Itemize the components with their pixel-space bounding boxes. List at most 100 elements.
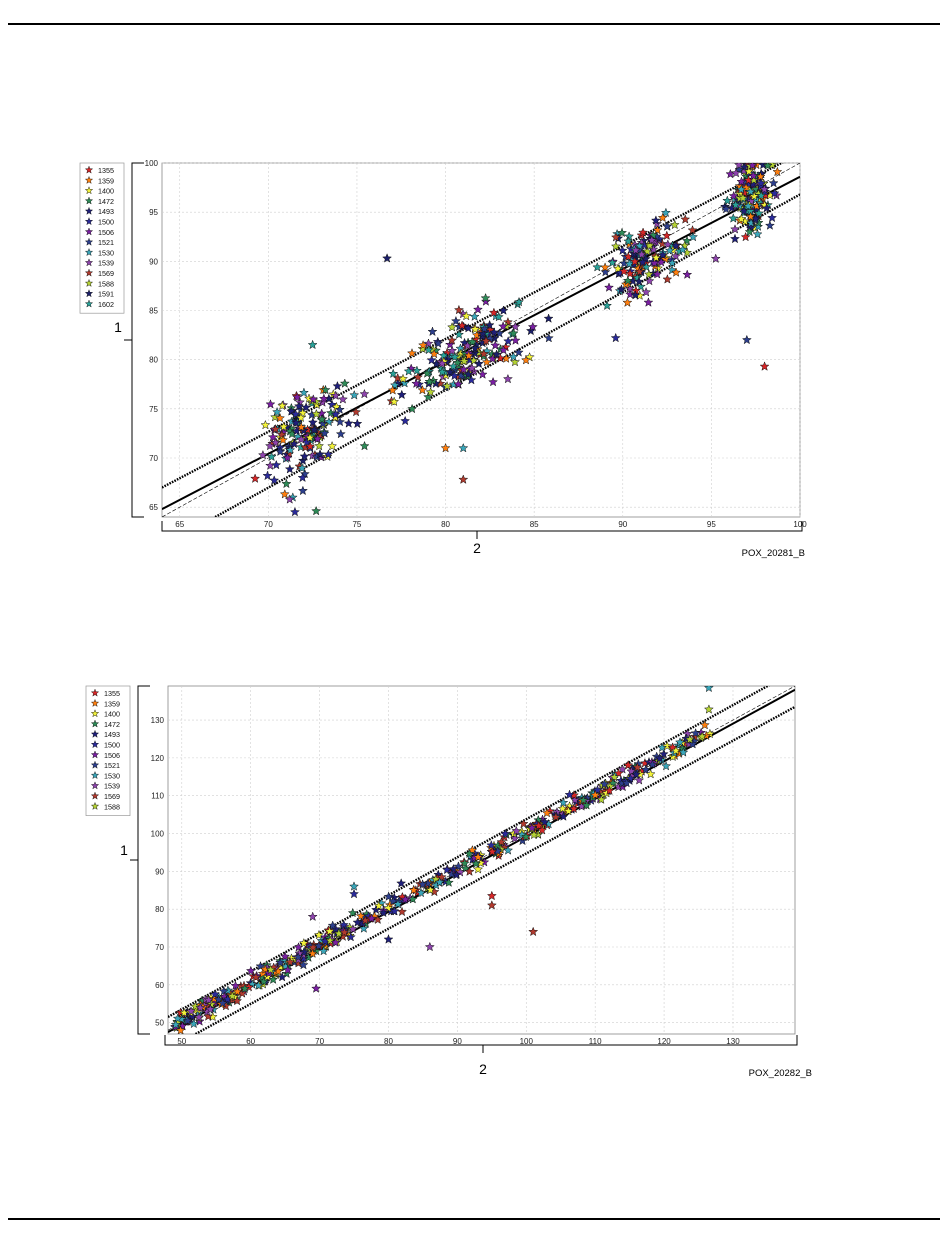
data-point [488, 327, 500, 337]
data-point [461, 310, 472, 321]
y-tick-label: 80 [155, 905, 164, 914]
data-point [355, 910, 366, 921]
data-point [359, 388, 370, 399]
data-point [630, 289, 641, 300]
data-point [508, 351, 519, 362]
y-tick-label: 90 [149, 257, 158, 266]
data-point [335, 428, 346, 439]
legend-entry: 1472 [104, 720, 120, 729]
data-point [469, 311, 480, 321]
data-point [440, 442, 451, 453]
data-point [308, 424, 320, 435]
data-point [170, 1019, 181, 1030]
legend-marker [90, 709, 100, 718]
data-point [722, 195, 733, 205]
data-point [651, 252, 662, 263]
data-point [422, 878, 433, 888]
data-point [323, 416, 334, 427]
data-point [267, 432, 278, 442]
data-point [293, 957, 304, 968]
data-point [652, 224, 663, 235]
data-point [641, 286, 652, 297]
data-point [610, 332, 621, 343]
data-point [697, 731, 708, 741]
data-point [188, 1018, 199, 1029]
legend-marker [84, 258, 94, 267]
data-point [539, 816, 550, 827]
x-tick-label: 100 [793, 520, 807, 529]
y-tick-label: 130 [151, 716, 165, 725]
legend-entry: 1569 [104, 792, 120, 801]
legend-entry: 1521 [98, 238, 114, 247]
x-tick-label: 110 [589, 1037, 602, 1046]
data-point [478, 348, 490, 359]
data-point [349, 888, 360, 899]
data-point [740, 231, 751, 242]
data-point [425, 386, 436, 397]
data-point [617, 245, 628, 255]
data-point [644, 240, 655, 250]
data-point [326, 399, 338, 410]
data-point [332, 380, 343, 391]
data-point [352, 917, 363, 927]
data-point [487, 846, 498, 857]
legend-entry: 1500 [104, 741, 120, 750]
data-point [334, 404, 345, 414]
data-point [464, 848, 475, 859]
legend-marker [90, 698, 100, 707]
x-tick-label: 90 [453, 1037, 462, 1046]
data-point [747, 163, 758, 170]
data-point [634, 774, 645, 785]
data-point [485, 333, 496, 344]
data-point [330, 409, 341, 419]
data-point [762, 163, 773, 170]
legend-marker [90, 729, 100, 738]
data-point [661, 760, 672, 771]
data-point [319, 428, 330, 438]
data-point [473, 358, 484, 369]
data-point [687, 231, 699, 242]
data-point [277, 971, 288, 982]
data-point [426, 355, 437, 365]
data-point [446, 869, 457, 879]
legend-marker [84, 217, 94, 226]
data-point [503, 336, 514, 346]
data-point [470, 324, 481, 334]
x-tick-label: 75 [352, 520, 361, 529]
data-point [305, 441, 316, 451]
data-point [657, 238, 668, 249]
data-point [424, 941, 435, 952]
data-point [743, 200, 754, 211]
data-point [290, 417, 302, 428]
x-tick-label: 100 [520, 1037, 534, 1046]
data-point [639, 239, 650, 250]
data-point [481, 356, 492, 367]
data-point [452, 357, 463, 368]
data-point [491, 349, 502, 359]
data-point [703, 704, 714, 714]
data-point [213, 994, 224, 1004]
data-point [623, 236, 634, 246]
data-point [749, 190, 760, 201]
x-tick-label: 90 [618, 520, 627, 529]
data-point [448, 863, 459, 874]
legend-marker [84, 175, 94, 184]
legend-marker [84, 278, 94, 287]
data-point [412, 372, 423, 382]
legend-entry: 1602 [98, 300, 114, 309]
x-tick-label: 50 [177, 1037, 186, 1046]
data-point [307, 417, 318, 427]
data-point [682, 728, 693, 739]
data-point [443, 877, 454, 887]
data-point [437, 366, 448, 377]
data-point [578, 794, 589, 805]
data-point [383, 934, 394, 944]
data-point [769, 187, 780, 198]
data-point [660, 207, 671, 218]
data-point [733, 163, 744, 170]
data-point [647, 759, 658, 769]
legend-marker [90, 740, 100, 749]
data-point [230, 980, 241, 991]
data-point [467, 336, 478, 347]
data-point [396, 878, 407, 888]
